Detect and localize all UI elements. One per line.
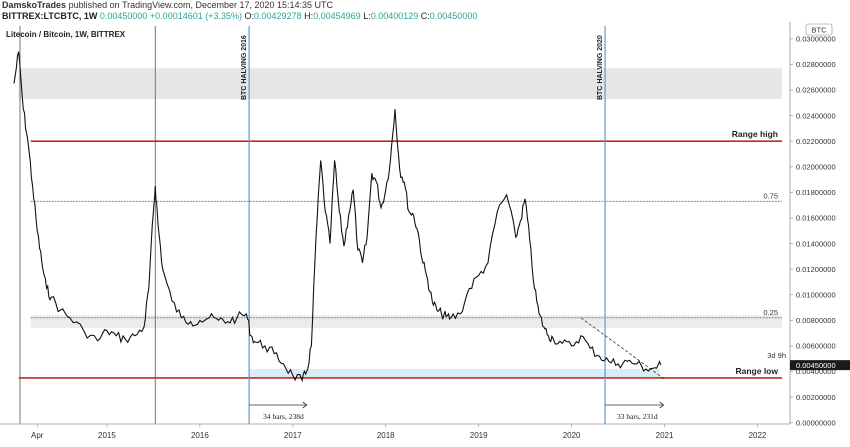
y-tick-label: 0.01000000 bbox=[796, 290, 836, 299]
publish-info: DamskoTrades published on TradingView.co… bbox=[2, 0, 333, 10]
low-label: L: bbox=[363, 11, 371, 21]
bars-2016-label: 34 bars, 238d bbox=[263, 412, 304, 421]
y-tick-label: 0.03000000 bbox=[796, 34, 836, 43]
fib-25-band bbox=[30, 315, 782, 329]
chart-title: Litecoin / Bitcoin, 1W, BITTREX bbox=[6, 30, 126, 39]
y-tick-label: 0.02000000 bbox=[796, 162, 836, 171]
published-text: published on TradingView.com, December 1… bbox=[68, 0, 334, 10]
x-tick-label: 2019 bbox=[470, 431, 488, 440]
high-value: 0.00454969 bbox=[313, 11, 361, 21]
x-tick-label: 2018 bbox=[377, 431, 395, 440]
ohlc-line: BITTREX:LTCBTC, 1W 0.00450000 +0.0001460… bbox=[2, 11, 477, 21]
price-tag bbox=[790, 360, 850, 371]
x-tick-label: 2015 bbox=[98, 431, 116, 440]
price-change: +0.00014601 (+3.35%) bbox=[149, 11, 242, 21]
y-tick-label: 0.02800000 bbox=[796, 60, 836, 69]
x-tick-label: 2021 bbox=[656, 431, 674, 440]
bars-2016-arrowhead bbox=[302, 401, 308, 409]
range-low-band bbox=[249, 368, 660, 378]
y-tick-label: 0.01400000 bbox=[796, 239, 836, 248]
price-tag-label: 0.00450000 bbox=[796, 361, 836, 370]
bars-2020-label: 33 bars, 231d bbox=[617, 412, 658, 421]
x-tick-label: Apr bbox=[31, 431, 44, 440]
y-tick-label: 0.01600000 bbox=[796, 214, 836, 223]
range-low-label: Range low bbox=[735, 366, 778, 376]
y-tick-label: 0.00600000 bbox=[796, 342, 836, 351]
halving-2020-label: BTC HALVING 2020 bbox=[597, 35, 604, 100]
price-chart[interactable]: Litecoin / Bitcoin, 1W, BITTREX Range hi… bbox=[0, 22, 850, 447]
price-line bbox=[13, 51, 662, 383]
open-label: O: bbox=[244, 11, 255, 21]
close-value: 0.00450000 bbox=[429, 11, 478, 21]
y-tick-label: 0.02200000 bbox=[796, 137, 836, 146]
open-value: 0.00429278 bbox=[254, 11, 302, 21]
fib-75-label: 0.75 bbox=[763, 191, 778, 200]
y-tick-label: 0.00000000 bbox=[796, 418, 836, 427]
author-name[interactable]: DamskoTrades bbox=[2, 0, 67, 10]
y-tick-label: 0.02400000 bbox=[796, 111, 836, 120]
y-tick-label: 0.01200000 bbox=[796, 265, 836, 274]
high-label: H: bbox=[304, 11, 314, 21]
currency-badge bbox=[805, 23, 833, 36]
y-tick-label: 0.02600000 bbox=[796, 86, 836, 95]
y-tick-label: 0.00200000 bbox=[796, 393, 836, 402]
countdown-label: 3d 9h bbox=[767, 351, 786, 360]
currency-label: BTC bbox=[812, 26, 828, 35]
trendline bbox=[580, 317, 665, 380]
symbol-label: BITTREX:LTCBTC, 1W bbox=[2, 11, 98, 21]
x-tick-label: 2020 bbox=[563, 431, 581, 440]
range-high-label: Range high bbox=[732, 129, 778, 139]
x-tick-label: 2022 bbox=[749, 431, 767, 440]
x-tick-label: 2016 bbox=[191, 431, 209, 440]
x-tick-label: 2017 bbox=[284, 431, 302, 440]
halving-2016-label: BTC HALVING 2016 bbox=[241, 35, 248, 100]
y-tick-label: 0.00400000 bbox=[796, 367, 836, 376]
y-tick-label: 0.01800000 bbox=[796, 188, 836, 197]
resistance-zone bbox=[18, 68, 782, 99]
low-value: 0.00400129 bbox=[370, 11, 419, 21]
last-price: 0.00450000 bbox=[99, 11, 148, 21]
close-label: C: bbox=[420, 11, 430, 21]
fib-25-label: 0.25 bbox=[763, 308, 778, 317]
y-tick-label: 0.00800000 bbox=[796, 316, 836, 325]
bars-2020-arrowhead bbox=[659, 401, 665, 409]
